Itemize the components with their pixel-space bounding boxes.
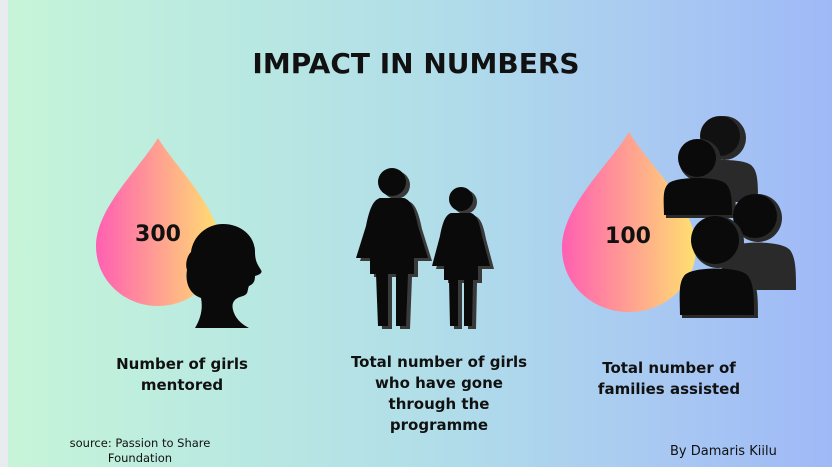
stat-caption-3: Total number of families assisted: [588, 358, 750, 400]
stat-caption-2: Total number of girls who have gone thro…: [346, 352, 532, 436]
caption-line: Total number of: [602, 359, 736, 377]
caption-line: mentored: [140, 376, 224, 394]
woman-head-silhouette-icon: [186, 224, 262, 328]
two-girls-icon: [356, 168, 494, 329]
stat-caption-1: Number of girls mentored: [96, 354, 268, 396]
author-byline: By Damaris Kiilu: [670, 444, 777, 459]
source-line: Foundation: [107, 451, 173, 465]
caption-line: Total number of girls: [350, 353, 528, 371]
page-title: IMPACT IN NUMBERS: [252, 47, 580, 80]
stat-value-1: 300: [135, 222, 181, 247]
left-edge-strip: [0, 0, 8, 467]
caption-line: programme: [389, 416, 489, 434]
source-line: source: Passion to Share: [69, 436, 211, 450]
teardrop-shape-3: [562, 132, 696, 312]
caption-line: who have gone: [375, 374, 503, 392]
source-note: source: Passion to Share Foundation: [40, 436, 240, 466]
caption-line: through the: [388, 395, 490, 413]
caption-line: Number of girls: [116, 355, 248, 373]
stat-value-3: 100: [605, 224, 651, 249]
caption-line: families assisted: [597, 380, 741, 398]
family-group-icon: [663, 116, 796, 318]
